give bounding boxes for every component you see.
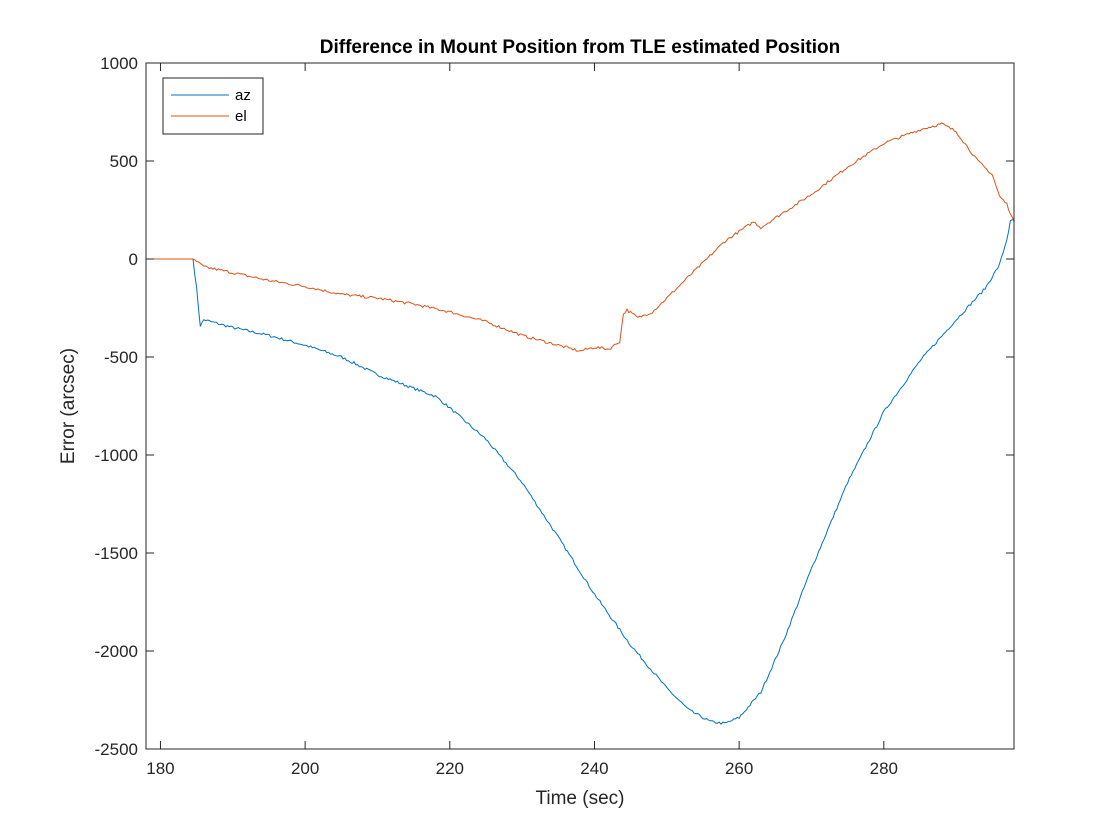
x-tick-label: 200 xyxy=(291,759,319,778)
y-tick-label: -1500 xyxy=(95,544,138,563)
x-tick-label: 220 xyxy=(436,759,464,778)
y-tick-label: -500 xyxy=(104,348,138,367)
legend-entry-az: az xyxy=(235,87,251,104)
axes-box xyxy=(145,62,1015,750)
legend-box xyxy=(162,77,264,135)
legend: az el xyxy=(162,77,264,135)
series-layer xyxy=(146,122,1015,725)
axes-layer: 180 200 220 240 260 280 -2500 -2000 -1500 -1000 -5… xyxy=(95,54,1015,778)
y-tick-label: 0 xyxy=(129,250,138,269)
x-tick-label: 280 xyxy=(870,759,898,778)
legend-entry-el: el xyxy=(235,108,247,125)
y-axis-label: Error (arcsec) xyxy=(58,348,79,464)
axes-background xyxy=(146,63,1014,749)
plot-area xyxy=(146,63,1014,749)
chart-title: Difference in Mount Position from TLE es… xyxy=(320,37,840,58)
y-tick-label: 1000 xyxy=(100,54,138,73)
y-tick-label: 500 xyxy=(110,152,138,171)
x-tick-label: 260 xyxy=(725,759,753,778)
series-line-az xyxy=(146,219,1014,725)
x-axis-label: Time (sec) xyxy=(535,788,624,809)
y-tick-label: -1000 xyxy=(95,446,138,465)
series-line-el xyxy=(146,122,1015,352)
y-tick-label: -2000 xyxy=(95,642,138,661)
x-tick-label: 240 xyxy=(580,759,608,778)
y-tick-label: -2500 xyxy=(95,740,138,759)
x-tick-label: 180 xyxy=(146,759,174,778)
